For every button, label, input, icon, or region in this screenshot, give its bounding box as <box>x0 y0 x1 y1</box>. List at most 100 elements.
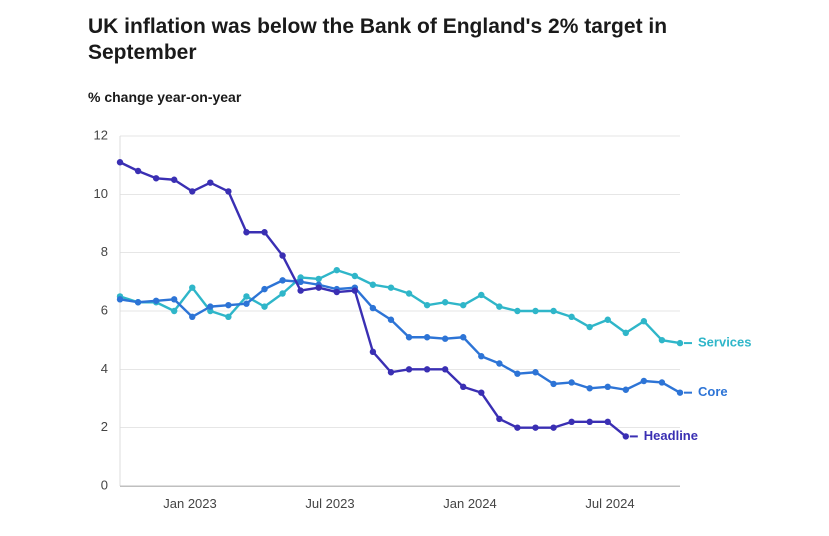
series-marker-headline <box>171 176 177 182</box>
y-tick-label: 2 <box>101 419 108 434</box>
series-marker-headline <box>388 369 394 375</box>
series-marker-services <box>532 307 538 313</box>
series-marker-services <box>550 307 556 313</box>
series-marker-services <box>568 313 574 319</box>
series-marker-services <box>406 290 412 296</box>
chart-container: UK inflation was below the Bank of Engla… <box>0 0 829 525</box>
series-marker-services <box>189 284 195 290</box>
chart-title: UK inflation was below the Bank of Engla… <box>0 14 728 67</box>
series-marker-headline <box>352 287 358 293</box>
y-tick-label: 10 <box>94 185 108 200</box>
series-marker-services <box>352 272 358 278</box>
series-marker-core <box>568 379 574 385</box>
series-marker-services <box>605 316 611 322</box>
series-label-headline: Headline <box>644 427 698 442</box>
series-marker-services <box>496 303 502 309</box>
series-marker-headline <box>225 188 231 194</box>
series-marker-headline <box>370 348 376 354</box>
series-marker-core <box>153 297 159 303</box>
series-marker-core <box>442 335 448 341</box>
series-marker-core <box>117 296 123 302</box>
series-marker-core <box>605 383 611 389</box>
series-marker-headline <box>496 415 502 421</box>
series-marker-core <box>189 313 195 319</box>
series-marker-headline <box>478 389 484 395</box>
series-marker-services <box>171 307 177 313</box>
series-marker-services <box>424 301 430 307</box>
series-marker-core <box>279 277 285 283</box>
series-marker-headline <box>207 179 213 185</box>
series-marker-headline <box>135 167 141 173</box>
series-marker-headline <box>261 229 267 235</box>
series-marker-headline <box>442 366 448 372</box>
series-marker-services <box>586 323 592 329</box>
series-marker-services <box>478 291 484 297</box>
series-marker-headline <box>117 159 123 165</box>
series-marker-core <box>496 360 502 366</box>
series-marker-core <box>171 296 177 302</box>
series-marker-services <box>514 307 520 313</box>
x-tick-label: Jan 2024 <box>443 496 497 511</box>
series-marker-headline <box>189 188 195 194</box>
y-tick-label: 6 <box>101 302 108 317</box>
series-marker-core <box>623 386 629 392</box>
y-tick-label: 8 <box>101 244 108 259</box>
series-marker-core <box>370 304 376 310</box>
series-marker-core <box>550 380 556 386</box>
series-marker-headline <box>460 383 466 389</box>
series-marker-headline <box>153 175 159 181</box>
series-marker-services <box>370 281 376 287</box>
y-tick-label: 12 <box>94 127 108 142</box>
series-marker-headline <box>316 284 322 290</box>
series-marker-services <box>279 290 285 296</box>
series-marker-services <box>261 303 267 309</box>
series-marker-core <box>261 285 267 291</box>
series-marker-headline <box>406 366 412 372</box>
series-marker-services <box>388 284 394 290</box>
series-marker-services <box>442 299 448 305</box>
series-marker-services <box>623 329 629 335</box>
series-marker-core <box>514 370 520 376</box>
series-marker-core <box>135 299 141 305</box>
x-tick-label: Jul 2023 <box>305 496 354 511</box>
series-label-core: Core <box>698 384 728 399</box>
series-marker-core <box>586 385 592 391</box>
series-marker-services <box>460 301 466 307</box>
series-marker-core <box>225 301 231 307</box>
series-marker-headline <box>243 229 249 235</box>
series-marker-services <box>225 313 231 319</box>
series-marker-services <box>334 266 340 272</box>
y-tick-label: 4 <box>101 360 108 375</box>
series-marker-headline <box>605 418 611 424</box>
series-marker-core <box>424 334 430 340</box>
series-marker-headline <box>550 424 556 430</box>
series-marker-core <box>532 369 538 375</box>
chart-subtitle: % change year-on-year <box>0 89 829 105</box>
series-marker-services <box>677 339 683 345</box>
y-tick-label: 0 <box>101 477 108 492</box>
series-marker-core <box>388 316 394 322</box>
series-marker-core <box>207 303 213 309</box>
series-line-services <box>120 270 680 343</box>
series-marker-services <box>641 318 647 324</box>
series-marker-core <box>659 379 665 385</box>
series-line-headline <box>120 162 626 436</box>
series-marker-headline <box>586 418 592 424</box>
series-marker-core <box>460 334 466 340</box>
series-marker-core <box>677 389 683 395</box>
series-marker-headline <box>623 433 629 439</box>
series-marker-headline <box>514 424 520 430</box>
series-marker-headline <box>334 288 340 294</box>
series-marker-services <box>243 293 249 299</box>
series-marker-headline <box>568 418 574 424</box>
series-marker-headline <box>279 252 285 258</box>
series-line-core <box>120 280 680 392</box>
line-chart: 024681012Jan 2023Jul 2023Jan 2024Jul 202… <box>0 111 829 536</box>
series-marker-core <box>406 334 412 340</box>
series-marker-headline <box>297 287 303 293</box>
x-tick-label: Jul 2024 <box>585 496 634 511</box>
series-marker-headline <box>424 366 430 372</box>
series-marker-services <box>316 275 322 281</box>
series-marker-headline <box>532 424 538 430</box>
series-marker-services <box>659 336 665 342</box>
